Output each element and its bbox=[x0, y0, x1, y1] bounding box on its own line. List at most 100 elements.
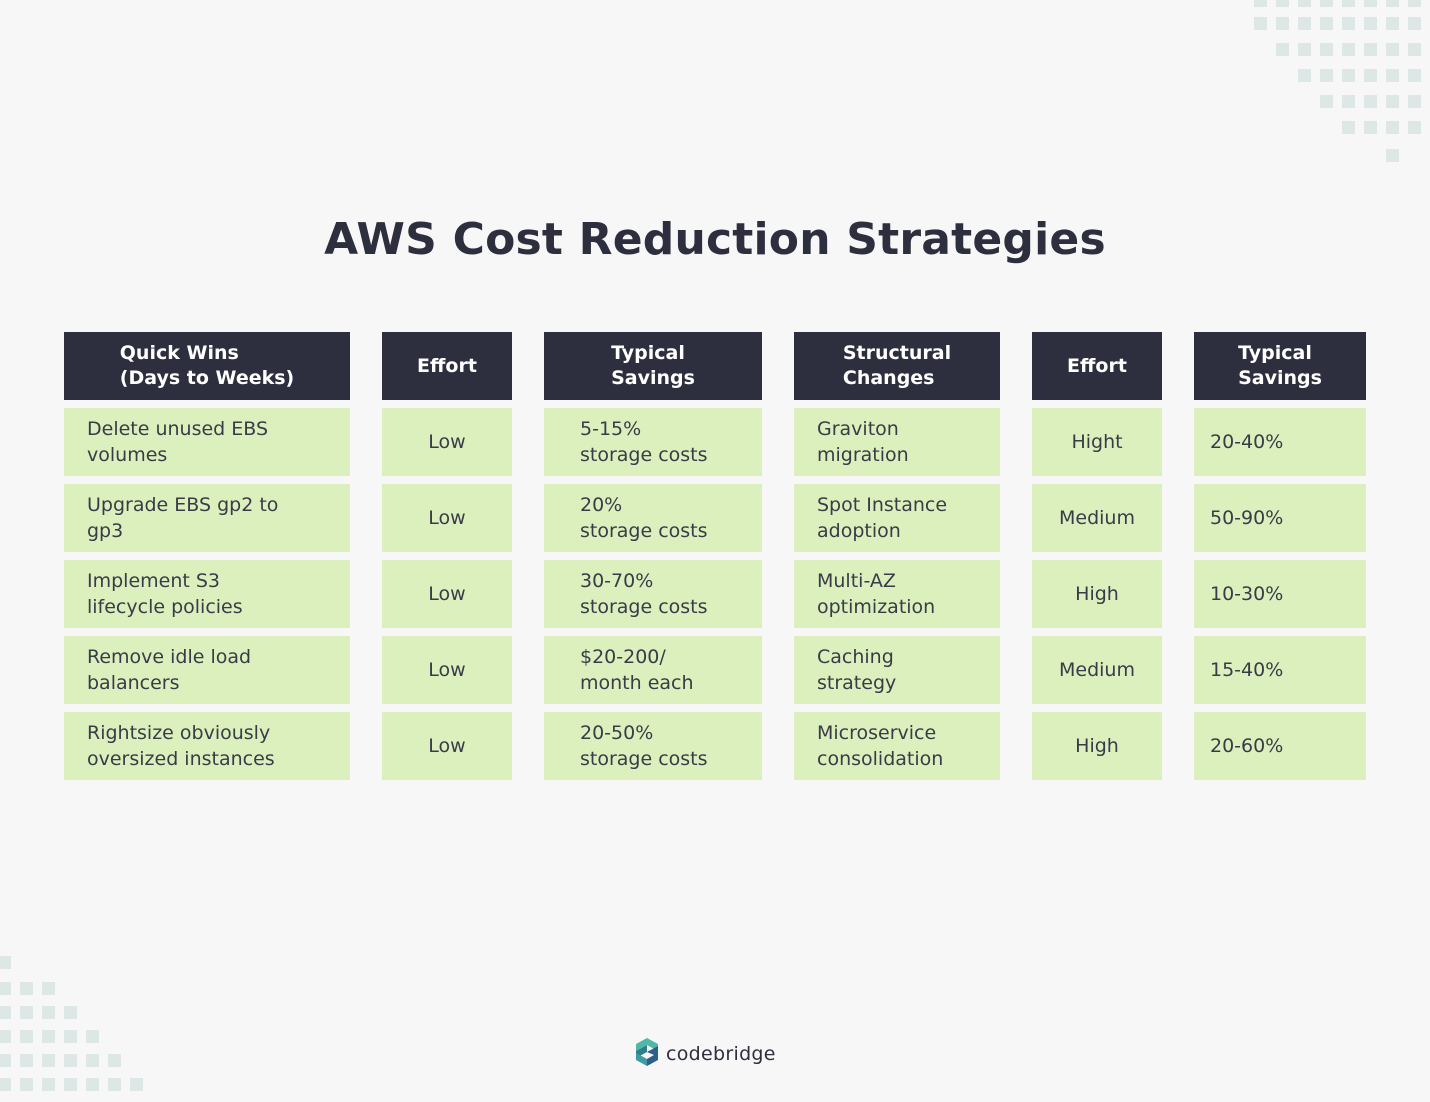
decorative-square bbox=[1386, 69, 1399, 82]
decorative-square bbox=[1408, 0, 1421, 7]
decorative-square bbox=[20, 1030, 33, 1043]
decorative-square bbox=[1386, 95, 1399, 108]
effort-cell: Medium bbox=[1032, 636, 1162, 704]
quick-win-cell: Remove idle load balancers bbox=[64, 636, 350, 704]
decorative-square bbox=[1408, 121, 1421, 134]
decorative-square bbox=[1408, 43, 1421, 56]
decorative-square bbox=[1386, 43, 1399, 56]
header-typical-savings: Typical Savings bbox=[544, 332, 762, 400]
decorative-square bbox=[1320, 43, 1333, 56]
decorative-square bbox=[1254, 17, 1267, 30]
effort-cell: Low bbox=[382, 560, 512, 628]
page-title: AWS Cost Reduction Strategies bbox=[324, 214, 1106, 265]
decorative-square bbox=[0, 956, 11, 969]
effort-cell: Hight bbox=[1032, 408, 1162, 476]
structural-change-cell: Spot Instance adoption bbox=[794, 484, 1000, 552]
header-typical-savings: Typical Savings bbox=[1194, 332, 1366, 400]
decorative-square bbox=[0, 1030, 11, 1043]
effort-cell: Medium bbox=[1032, 484, 1162, 552]
codebridge-logo-icon bbox=[634, 1037, 660, 1071]
savings-cell: 15-40% bbox=[1194, 636, 1366, 704]
effort-cell: Low bbox=[382, 636, 512, 704]
decorative-square bbox=[86, 1030, 99, 1043]
decorative-square bbox=[64, 1030, 77, 1043]
quick-win-cell: Delete unused EBS volumes bbox=[64, 408, 350, 476]
effort-cell: Low bbox=[382, 484, 512, 552]
savings-cell: 30-70% storage costs bbox=[544, 560, 762, 628]
decorative-square bbox=[1408, 95, 1421, 108]
decorative-square bbox=[1320, 17, 1333, 30]
header-quick-wins: Quick Wins (Days to Weeks) bbox=[64, 332, 350, 400]
decorative-square bbox=[0, 1078, 11, 1091]
decorative-square bbox=[64, 1078, 77, 1091]
decorative-square bbox=[64, 1006, 77, 1019]
decorative-square bbox=[1386, 0, 1399, 7]
decorative-square bbox=[0, 982, 11, 995]
decorative-square bbox=[1386, 149, 1399, 162]
decorative-square bbox=[20, 1078, 33, 1091]
effort-cell: Low bbox=[382, 408, 512, 476]
decorative-square bbox=[1364, 121, 1377, 134]
savings-cell: 20-40% bbox=[1194, 408, 1366, 476]
header-effort: Effort bbox=[382, 332, 512, 400]
header-effort: Effort bbox=[1032, 332, 1162, 400]
decorative-square bbox=[1342, 95, 1355, 108]
decorative-square bbox=[20, 1054, 33, 1067]
decorative-square bbox=[1276, 17, 1289, 30]
header-structural-changes: Structural Changes bbox=[794, 332, 1000, 400]
savings-cell: 20-60% bbox=[1194, 712, 1366, 780]
decorative-square bbox=[86, 1078, 99, 1091]
decorative-square bbox=[1364, 43, 1377, 56]
decorative-square bbox=[1298, 69, 1311, 82]
decorative-square bbox=[20, 1006, 33, 1019]
decorative-square bbox=[0, 1054, 11, 1067]
quick-win-cell: Implement S3 lifecycle policies bbox=[64, 560, 350, 628]
savings-cell: 5-15% storage costs bbox=[544, 408, 762, 476]
decorative-square bbox=[42, 1030, 55, 1043]
decorative-square bbox=[42, 1006, 55, 1019]
decorative-square bbox=[42, 1054, 55, 1067]
decorative-square bbox=[1364, 17, 1377, 30]
decorative-square bbox=[1364, 95, 1377, 108]
structural-change-cell: Microservice consolidation bbox=[794, 712, 1000, 780]
decorative-square bbox=[1342, 0, 1355, 7]
decorative-square bbox=[1386, 17, 1399, 30]
structural-change-cell: Caching strategy bbox=[794, 636, 1000, 704]
savings-cell: 50-90% bbox=[1194, 484, 1366, 552]
decorative-square bbox=[42, 982, 55, 995]
decorative-square bbox=[1364, 69, 1377, 82]
effort-cell: High bbox=[1032, 712, 1162, 780]
decorative-square bbox=[108, 1054, 121, 1067]
decorative-square bbox=[0, 1006, 11, 1019]
decorative-square bbox=[86, 1054, 99, 1067]
decorative-square bbox=[108, 1078, 121, 1091]
effort-cell: Low bbox=[382, 712, 512, 780]
decorative-square bbox=[1408, 17, 1421, 30]
decorative-square bbox=[130, 1078, 143, 1091]
decorative-square bbox=[20, 982, 33, 995]
decorative-square bbox=[1320, 0, 1333, 7]
decorative-square bbox=[1364, 0, 1377, 7]
decorative-square bbox=[64, 1054, 77, 1067]
decorative-square bbox=[1342, 17, 1355, 30]
decorative-square bbox=[1298, 43, 1311, 56]
effort-cell: High bbox=[1032, 560, 1162, 628]
savings-cell: 20-50% storage costs bbox=[544, 712, 762, 780]
decorative-square bbox=[42, 1078, 55, 1091]
decorative-square bbox=[1298, 17, 1311, 30]
decorative-square bbox=[1342, 69, 1355, 82]
decorative-square bbox=[1320, 69, 1333, 82]
decorative-square bbox=[1408, 69, 1421, 82]
savings-cell: 20% storage costs bbox=[544, 484, 762, 552]
structural-change-cell: Graviton migration bbox=[794, 408, 1000, 476]
brand-name: codebridge bbox=[666, 1043, 776, 1065]
quick-win-cell: Upgrade EBS gp2 to gp3 bbox=[64, 484, 350, 552]
decorative-square bbox=[1276, 0, 1289, 7]
decorative-square bbox=[1254, 0, 1267, 7]
quick-win-cell: Rightsize obviously oversized instances bbox=[64, 712, 350, 780]
decorative-square bbox=[1342, 121, 1355, 134]
structural-change-cell: Multi-AZ optimization bbox=[794, 560, 1000, 628]
decorative-square bbox=[1342, 43, 1355, 56]
decorative-square bbox=[1320, 95, 1333, 108]
decorative-square bbox=[1298, 0, 1311, 7]
